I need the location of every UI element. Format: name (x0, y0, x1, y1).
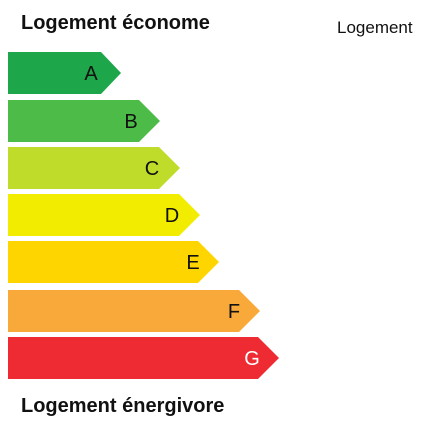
arrow-shape-a (8, 52, 121, 94)
footer-title: Logement énergivore (21, 395, 225, 417)
energy-class-arrow-c (8, 147, 180, 189)
arrow-shape-f (8, 290, 260, 332)
arrow-shape-d (8, 194, 200, 236)
arrow-shape-g (8, 337, 279, 379)
arrow-shape-c (8, 147, 180, 189)
energy-class-arrow-e (8, 241, 219, 283)
energy-class-letter-d: D (164, 205, 180, 227)
energy-class-arrow-g (8, 337, 279, 379)
energy-class-arrow-b (8, 100, 160, 142)
arrow-shape-b (8, 100, 160, 142)
energy-class-letter-b: B (124, 111, 138, 133)
energy-class-arrow-d (8, 194, 200, 236)
energy-class-letter-g: G (244, 348, 260, 370)
energy-class-letter-f: F (227, 301, 241, 323)
arrow-shape-e (8, 241, 219, 283)
energy-class-letter-e: E (186, 252, 200, 274)
energy-class-letter-c: C (144, 158, 160, 180)
header-right-label: Logement (337, 18, 413, 37)
header-title: Logement économe (21, 12, 210, 34)
energy-class-letter-a: A (84, 63, 98, 85)
energy-class-arrow-a (8, 52, 121, 94)
energy-class-arrow-f (8, 290, 260, 332)
